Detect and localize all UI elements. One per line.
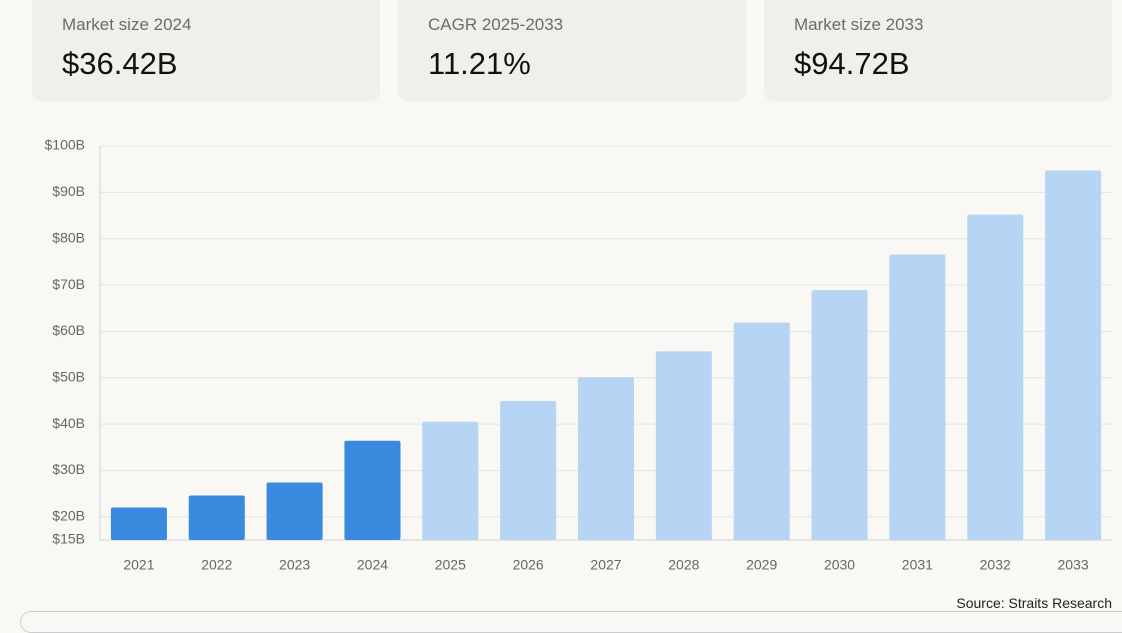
stat-value: $94.72B [794, 46, 910, 81]
stat-label: CAGR 2025-2033 [428, 15, 564, 34]
x-tick-label: 2027 [590, 557, 621, 573]
bar [889, 254, 946, 540]
bar [500, 400, 557, 540]
x-tick-label: 2033 [1057, 557, 1088, 573]
x-tick-label: 2026 [513, 557, 544, 573]
stat-label: Market size 2033 [794, 15, 924, 34]
bar [110, 507, 167, 540]
panel-edge [20, 611, 1122, 633]
bar [188, 495, 245, 540]
y-tick-label: $15B [52, 531, 85, 547]
y-tick-label: $90B [52, 183, 85, 199]
x-tick-label: 2022 [201, 557, 232, 573]
bar [733, 322, 790, 540]
y-tick-label: $100B [45, 137, 85, 153]
stat-label: Market size 2024 [62, 15, 192, 34]
y-tick-label: $20B [52, 508, 85, 524]
stat-card: Market size 2024 $36.42B [32, 0, 380, 101]
bar [967, 214, 1024, 540]
bar [811, 290, 868, 540]
y-tick-label: $80B [52, 229, 85, 245]
bar [1045, 170, 1102, 540]
x-tick-label: 2021 [123, 557, 154, 573]
x-tick-label: 2023 [279, 557, 310, 573]
x-tick-label: 2028 [668, 557, 699, 573]
bar [422, 421, 479, 540]
chart: $15B $20B $30B $40B $50B $60B $70B $80B $90B $100… [45, 137, 1112, 573]
x-tick-label: 2024 [357, 557, 388, 573]
y-tick-label: $60B [52, 322, 85, 338]
y-tick-label: $70B [52, 276, 85, 292]
stat-value: $36.42B [62, 46, 178, 81]
bar [577, 377, 635, 540]
x-tick-label: 2031 [902, 557, 933, 573]
page: Market size 2024 $36.42B CAGR 2025-2033 … [20, 0, 1122, 633]
y-tick-label: $30B [52, 461, 85, 477]
source: Source: Straits Research [956, 595, 1112, 611]
stat-card: Market size 2033 $94.72B [764, 0, 1112, 101]
x-tick-label: 2025 [435, 557, 466, 573]
y-tick-label: $40B [52, 415, 85, 431]
bar [266, 482, 323, 540]
bar [344, 440, 401, 540]
stat-card: CAGR 2025-2033 11.21% [398, 0, 746, 101]
stat-value: 11.21% [428, 46, 531, 81]
bar [655, 351, 712, 540]
x-tick-label: 2032 [980, 557, 1011, 573]
x-tick-label: 2029 [746, 557, 777, 573]
x-tick-label: 2030 [824, 557, 855, 573]
y-tick-label: $50B [52, 368, 85, 384]
